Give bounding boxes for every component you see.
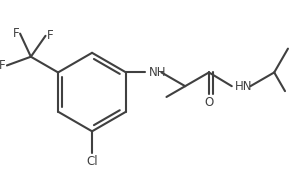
Text: HN: HN <box>235 80 252 93</box>
Text: F: F <box>0 59 6 72</box>
Text: F: F <box>13 27 19 40</box>
Text: O: O <box>204 96 214 109</box>
Text: F: F <box>46 29 53 42</box>
Text: Cl: Cl <box>86 155 98 168</box>
Text: NH: NH <box>149 66 166 79</box>
